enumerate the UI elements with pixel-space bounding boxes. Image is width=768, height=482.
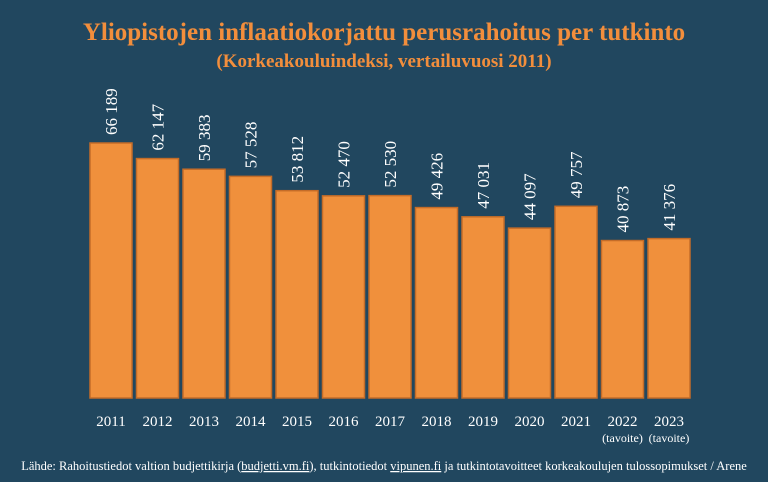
value-label: 47 031 (474, 162, 493, 209)
x-tick-label: 2019 (468, 414, 498, 430)
x-tick-label: 2022 (608, 414, 638, 430)
source-suffix: ja tutkintotavoitteet korkeakoulujen tul… (441, 459, 747, 473)
x-tick-note: (tavoite) (602, 431, 643, 445)
x-tick-note: (tavoite) (649, 431, 690, 445)
value-label: 62 147 (149, 103, 168, 150)
source-link-vipunen[interactable]: vipunen.fi (390, 459, 442, 473)
x-tick-label: 2018 (422, 414, 452, 430)
x-tick-label: 2017 (375, 414, 406, 430)
value-label: 66 189 (102, 88, 121, 135)
value-label: 44 097 (521, 173, 540, 220)
bar-2016 (321, 195, 366, 399)
x-tick-label: 2020 (515, 414, 545, 430)
bar-2017 (368, 194, 412, 399)
bar-2018 (414, 206, 459, 399)
x-tick-label: 2013 (189, 414, 219, 430)
bar-2011 (89, 142, 133, 399)
bar-2020 (507, 227, 552, 399)
value-label: 49 757 (567, 151, 586, 198)
x-tick-label: 2015 (282, 414, 312, 430)
value-label: 52 470 (335, 141, 354, 188)
bar-2023 (647, 237, 691, 399)
x-tick-label: 2014 (236, 414, 267, 430)
value-label: 53 812 (288, 136, 307, 183)
source-middle: ), tutkintotiedot (309, 459, 390, 473)
x-tick-label: 2012 (143, 414, 173, 430)
bar-2012 (135, 157, 180, 399)
bar-2021 (554, 205, 598, 399)
x-tick-label: 2021 (561, 414, 591, 430)
value-label: 49 426 (428, 153, 447, 200)
source-prefix: Lähde: Rahoitustiedot valtion budjettiki… (21, 459, 241, 473)
chart-title: Yliopistojen inflaatiokorjattu perusraho… (83, 19, 685, 46)
bar-2014 (228, 175, 273, 399)
value-label: 59 383 (195, 114, 214, 161)
bar-2022 (600, 239, 645, 399)
chart-subtitle: (Korkeakouluindeksi, vertailuvuosi 2011) (216, 51, 551, 72)
source-note: Lähde: Rahoitustiedot valtion budjettiki… (21, 459, 747, 473)
bar-2013 (182, 168, 226, 399)
x-tick-label: 2023 (654, 414, 684, 430)
bar-2019 (461, 216, 505, 399)
bar-2015 (275, 189, 319, 399)
value-label: 52 530 (381, 141, 400, 188)
x-tick-label: 2011 (96, 414, 125, 430)
value-label: 40 873 (614, 186, 633, 233)
value-label: 57 528 (242, 122, 261, 169)
value-label: 41 376 (660, 184, 679, 231)
x-tick-label: 2016 (329, 414, 360, 430)
source-link-budjetti[interactable]: budjetti.vm.fi (241, 459, 310, 473)
